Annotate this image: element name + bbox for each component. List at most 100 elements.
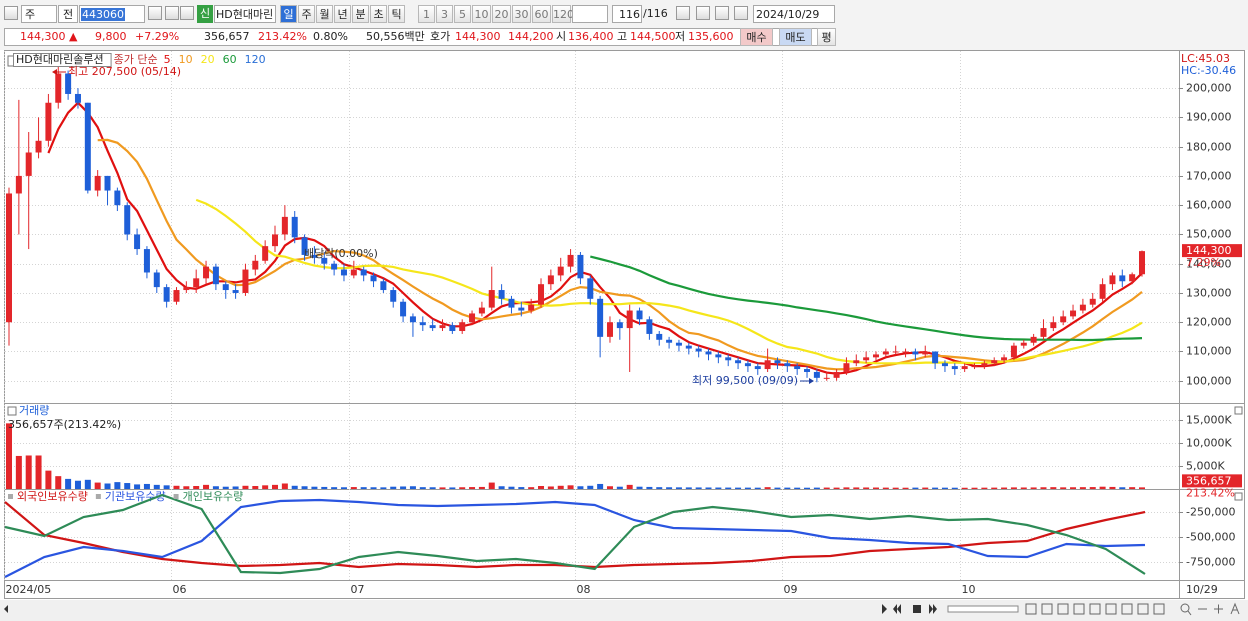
volume-bar [735,487,742,489]
multiple-button[interactable]: 1 [418,5,435,23]
volume-bar [1050,487,1057,489]
volume-bar [45,470,52,489]
candle-body [577,254,584,279]
volume-bar [1099,486,1106,489]
volume-rate: 213.42% [258,30,307,43]
settings-icon[interactable] [734,6,748,20]
code-input[interactable]: 443060 [79,5,145,23]
multiple-button[interactable]: 60 [532,5,551,23]
volume-bar [380,487,387,489]
playback-buttons[interactable] [882,604,937,614]
multiple-button[interactable]: 30 [512,5,531,23]
candle-body [567,254,574,267]
low: 135,600 [688,30,734,43]
multiple-button[interactable]: 5 [454,5,471,23]
volume-bar [892,487,899,489]
candle-body [232,290,239,293]
interval-button[interactable]: 주 [298,5,315,23]
candle-body [774,360,781,364]
buy-button[interactable]: 매수 [740,28,773,46]
candle-body [705,351,712,355]
eval-button[interactable]: 평 [817,28,836,46]
save-icon[interactable] [715,6,729,20]
volume-bar [1070,487,1077,489]
panel-title: 거래량 [19,404,49,417]
multiple-button[interactable]: 10 [472,5,491,23]
sell-button[interactable]: 매도 [779,28,812,46]
candle-body [193,278,200,288]
candle-body [626,310,633,329]
scroll-left[interactable] [4,605,8,613]
volume-bar [1060,487,1067,489]
volume-bar [1020,487,1027,489]
volume-bar [1109,486,1116,489]
dropdown-icon[interactable] [180,6,194,20]
volume-bar [941,487,948,489]
interval-button[interactable]: 초 [370,5,387,23]
price: 144,300 ▲ [20,30,78,43]
interval-button[interactable]: 년 [334,5,351,23]
legend-swatch [173,494,179,499]
tool-icon[interactable] [696,6,710,20]
search-icon[interactable] [148,6,162,20]
empty-select[interactable] [572,5,608,23]
candle-body [754,366,761,370]
y-tick-label: 100,000 [1186,375,1232,388]
candle-body [636,310,643,320]
volume-bar [656,487,663,489]
volume-bar [84,479,91,489]
multiple-button[interactable]: 3 [436,5,453,23]
volume-bar [163,485,170,489]
ask: 144,300 [455,30,501,43]
volume-bar [153,484,160,489]
tool-icon[interactable] [676,6,690,20]
multiple-button[interactable]: 120 [552,5,574,23]
interval-button[interactable]: 틱 [388,5,405,23]
candle-body [833,371,840,378]
volume-bar [912,487,919,489]
candle-body [932,351,939,364]
compare-select[interactable]: 전 [58,5,78,23]
volume-bar [301,486,308,489]
multiple-button[interactable]: 20 [492,5,511,23]
interval-button[interactable]: 분 [352,5,369,23]
volume-bar [685,487,692,489]
bid: 144,200 [508,30,554,43]
ma-legend-period: 20 [201,53,215,66]
moving-average [97,138,1143,371]
volume-bar [547,486,554,489]
panel-icon[interactable] [7,406,17,416]
y-tick-label: 15,000K [1186,414,1232,427]
volume-bar [212,486,219,489]
interval-button[interactable]: 월 [316,5,333,23]
market-select[interactable]: 주 [21,5,57,23]
interval-button[interactable]: 일 [280,5,297,23]
change-rate: +7.29% [135,30,180,43]
candle-body [340,269,347,276]
volume-bar [508,486,515,489]
count-input[interactable]: 116 [612,5,642,23]
volume-bar [557,485,564,489]
volume-bar [715,487,722,489]
volume-bar [488,482,495,489]
panel-close[interactable] [1234,492,1243,501]
panel-close[interactable] [1234,406,1243,415]
candle-body [981,363,988,367]
y-tick-label: 10,000K [1186,437,1232,450]
candle-body [212,266,219,285]
menu-icon[interactable] [4,6,18,20]
sound-icon[interactable] [165,6,179,20]
candle-body [813,371,820,378]
volume-bar [439,487,446,489]
candle-body [301,237,308,255]
volume-bar [626,484,633,489]
candles [6,66,1145,383]
candle-body [804,369,811,372]
volume-bar [35,455,42,489]
zoom-slider[interactable] [947,605,1019,613]
volume-bar [528,487,535,489]
tool-icons[interactable] [1025,602,1240,616]
date-input[interactable]: 2024/10/29 [753,5,835,23]
